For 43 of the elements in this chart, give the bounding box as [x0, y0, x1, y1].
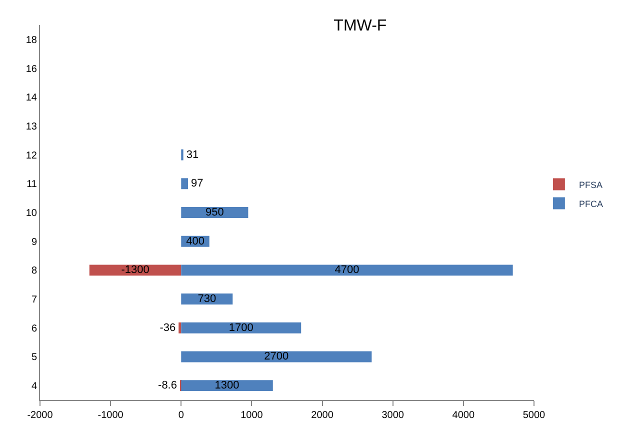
legend-label: PFSA: [578, 180, 602, 190]
data-label: -1300: [121, 264, 150, 276]
data-label: -36: [160, 322, 176, 334]
y-tick-label: 9: [31, 236, 38, 248]
x-tick-label: 4000: [452, 410, 475, 421]
x-tick-label: 1000: [240, 410, 264, 421]
bar: [181, 351, 372, 362]
bar: [181, 322, 302, 334]
data-label: 1700: [228, 322, 254, 334]
y-tick-label: 5: [31, 352, 38, 364]
x-tick-label: 2000: [311, 410, 334, 421]
y-tick-label: 8: [31, 266, 38, 277]
bar: [89, 264, 182, 276]
data-label: -8.6: [158, 380, 177, 392]
legend-label: PFCA: [578, 198, 603, 209]
data-label: 950: [205, 206, 224, 218]
x-tick-label: 3000: [382, 410, 404, 421]
data-label: 31: [186, 148, 199, 161]
bar: [178, 322, 182, 334]
bar: [181, 380, 273, 392]
y-tick-label: 14: [26, 92, 38, 104]
data-label: 2700: [264, 350, 289, 363]
y-tick-label: 4: [31, 381, 38, 392]
bar: [181, 178, 188, 190]
bar: [181, 264, 513, 276]
data-label: 4700: [334, 264, 360, 276]
data-label: 400: [186, 235, 204, 248]
data-label: 1300: [214, 380, 240, 392]
y-tick-label: 13: [26, 121, 38, 132]
data-label: 730: [198, 293, 216, 306]
x-tick-label: 5000: [522, 410, 546, 421]
chart-title: TMW-F: [334, 18, 387, 35]
x-tick-label: 0: [178, 410, 184, 421]
x-tick-label: -1000: [98, 410, 124, 421]
y-tick-label: 18: [26, 34, 38, 46]
y-tick-label: 6: [31, 323, 38, 334]
y-tick-label: 16: [26, 64, 38, 75]
data-label: 97: [190, 178, 204, 190]
x-tick-label: -2000: [27, 410, 54, 421]
y-tick-label: 12: [26, 150, 38, 162]
y-tick-label: 11: [26, 179, 38, 190]
y-tick-label: 10: [26, 208, 38, 219]
y-tick-label: 7: [31, 294, 38, 306]
